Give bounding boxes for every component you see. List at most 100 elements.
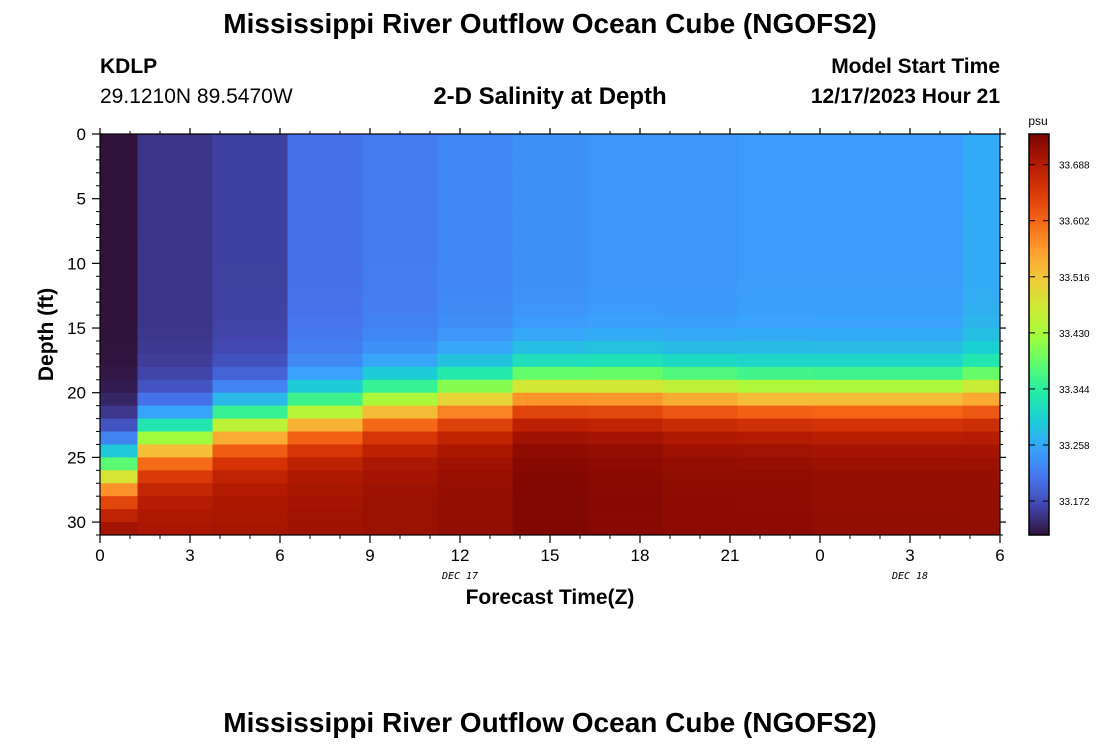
heatmap-cell — [100, 379, 138, 394]
heatmap-cell — [962, 509, 1001, 523]
heatmap-cell — [587, 172, 663, 187]
heatmap-cell — [100, 405, 138, 420]
heatmap-cell — [362, 392, 438, 407]
heatmap-cell — [100, 353, 138, 368]
heatmap-cell — [962, 379, 1001, 394]
heatmap-cell — [287, 444, 363, 458]
heatmap-cell — [100, 198, 138, 213]
heatmap-cell — [587, 198, 663, 213]
y-tick-label: 10 — [67, 254, 86, 273]
heatmap-cell — [512, 353, 588, 368]
x-tick-label: 18 — [631, 546, 650, 565]
heatmap-cell — [512, 431, 588, 445]
heatmap-cell — [812, 457, 888, 471]
heatmap-cell — [737, 444, 813, 458]
heatmap-cell — [512, 146, 588, 161]
colorbar-tick-label: 33.516 — [1059, 273, 1090, 284]
heatmap-cell — [287, 224, 363, 238]
heatmap-cell — [737, 289, 813, 303]
heatmap-cell — [812, 522, 888, 536]
heatmap-cell — [662, 250, 738, 264]
y-axis: 0 5 10 15 20 25 30 — [67, 125, 1006, 536]
heatmap-cell — [437, 134, 513, 148]
heatmap-cell — [887, 457, 963, 471]
heatmap-cell — [587, 392, 663, 407]
heatmap-cell — [962, 198, 1001, 213]
heatmap-cell — [812, 340, 888, 355]
heatmap-cell — [812, 237, 888, 251]
heatmap-cell — [437, 509, 513, 523]
heatmap-cell — [587, 302, 663, 316]
heatmap-cell — [362, 340, 438, 355]
heatmap-cell — [287, 302, 363, 316]
heatmap-cell — [587, 315, 663, 329]
heatmap-cell — [812, 146, 888, 161]
heatmap-cell — [962, 134, 1001, 148]
heatmap-cell — [512, 185, 588, 200]
heatmap-cell — [512, 224, 588, 238]
heatmap-cell — [962, 496, 1001, 510]
colorbar-tick-label: 33.258 — [1059, 441, 1090, 452]
heatmap-cell — [662, 237, 738, 251]
heatmap-cell — [212, 172, 288, 187]
heatmap-cell — [362, 328, 438, 342]
heatmap-cell — [212, 315, 288, 329]
heatmap-cell — [437, 392, 513, 407]
heatmap-cell — [812, 418, 888, 433]
y-tick-label: 0 — [77, 125, 86, 144]
heatmap-cell — [100, 172, 138, 187]
heatmap-cell — [587, 276, 663, 290]
x-tick-label: 6 — [995, 546, 1004, 565]
heatmap-cell — [100, 224, 138, 238]
heatmap-cell — [287, 263, 363, 277]
heatmap-cell — [962, 250, 1001, 264]
heatmap-cell — [662, 263, 738, 277]
heatmap-cell — [100, 444, 138, 458]
heatmap-cell — [137, 289, 213, 303]
heatmap-cell — [812, 302, 888, 316]
heatmap-cell — [137, 211, 213, 226]
heatmap-cell — [100, 237, 138, 251]
heatmap-cell — [737, 302, 813, 316]
heatmap-cell — [137, 444, 213, 458]
heatmap-cell — [737, 134, 813, 148]
heatmap-cell — [212, 211, 288, 226]
heatmap-cell — [512, 172, 588, 187]
heatmap-cell — [662, 457, 738, 471]
colorbar: psu 33.172 33.258 33.344 33.430 33.516 33.602… — [1028, 114, 1090, 536]
heatmap-cell — [137, 328, 213, 342]
heatmap-cell — [662, 159, 738, 174]
heatmap-cell — [137, 353, 213, 368]
heatmap-cell — [212, 405, 288, 420]
heatmap-cell — [137, 392, 213, 407]
heatmap-cell — [287, 134, 363, 148]
x-tick-label: 6 — [275, 546, 284, 565]
heatmap-cell — [287, 418, 363, 433]
heatmap-cell — [587, 340, 663, 355]
heatmap-cell — [212, 444, 288, 458]
heatmap-cell — [812, 172, 888, 187]
heatmap-cell — [812, 250, 888, 264]
heatmap-cell — [887, 379, 963, 394]
heatmap-cell — [287, 328, 363, 342]
heatmap-cell — [137, 237, 213, 251]
heatmap-cell — [437, 483, 513, 497]
heatmap-cell — [137, 418, 213, 433]
heatmap-cell — [287, 496, 363, 510]
heatmap-cell — [962, 366, 1001, 381]
heatmap-cell — [212, 470, 288, 484]
y-tick-label: 5 — [77, 190, 86, 209]
heatmap-cell — [812, 263, 888, 277]
heatmap-cell — [437, 211, 513, 226]
heatmap-cell — [437, 198, 513, 213]
colorbar-unit-label: psu — [1028, 114, 1047, 128]
heatmap-cell — [437, 146, 513, 161]
heatmap-cell — [962, 522, 1001, 536]
heatmap-cell — [100, 431, 138, 445]
heatmap-cell — [362, 405, 438, 420]
heatmap-cell — [737, 328, 813, 342]
heatmap-cell — [137, 340, 213, 355]
x-tick-label: 12 — [451, 546, 470, 565]
heatmap-cell — [662, 392, 738, 407]
heatmap-cell — [812, 134, 888, 148]
